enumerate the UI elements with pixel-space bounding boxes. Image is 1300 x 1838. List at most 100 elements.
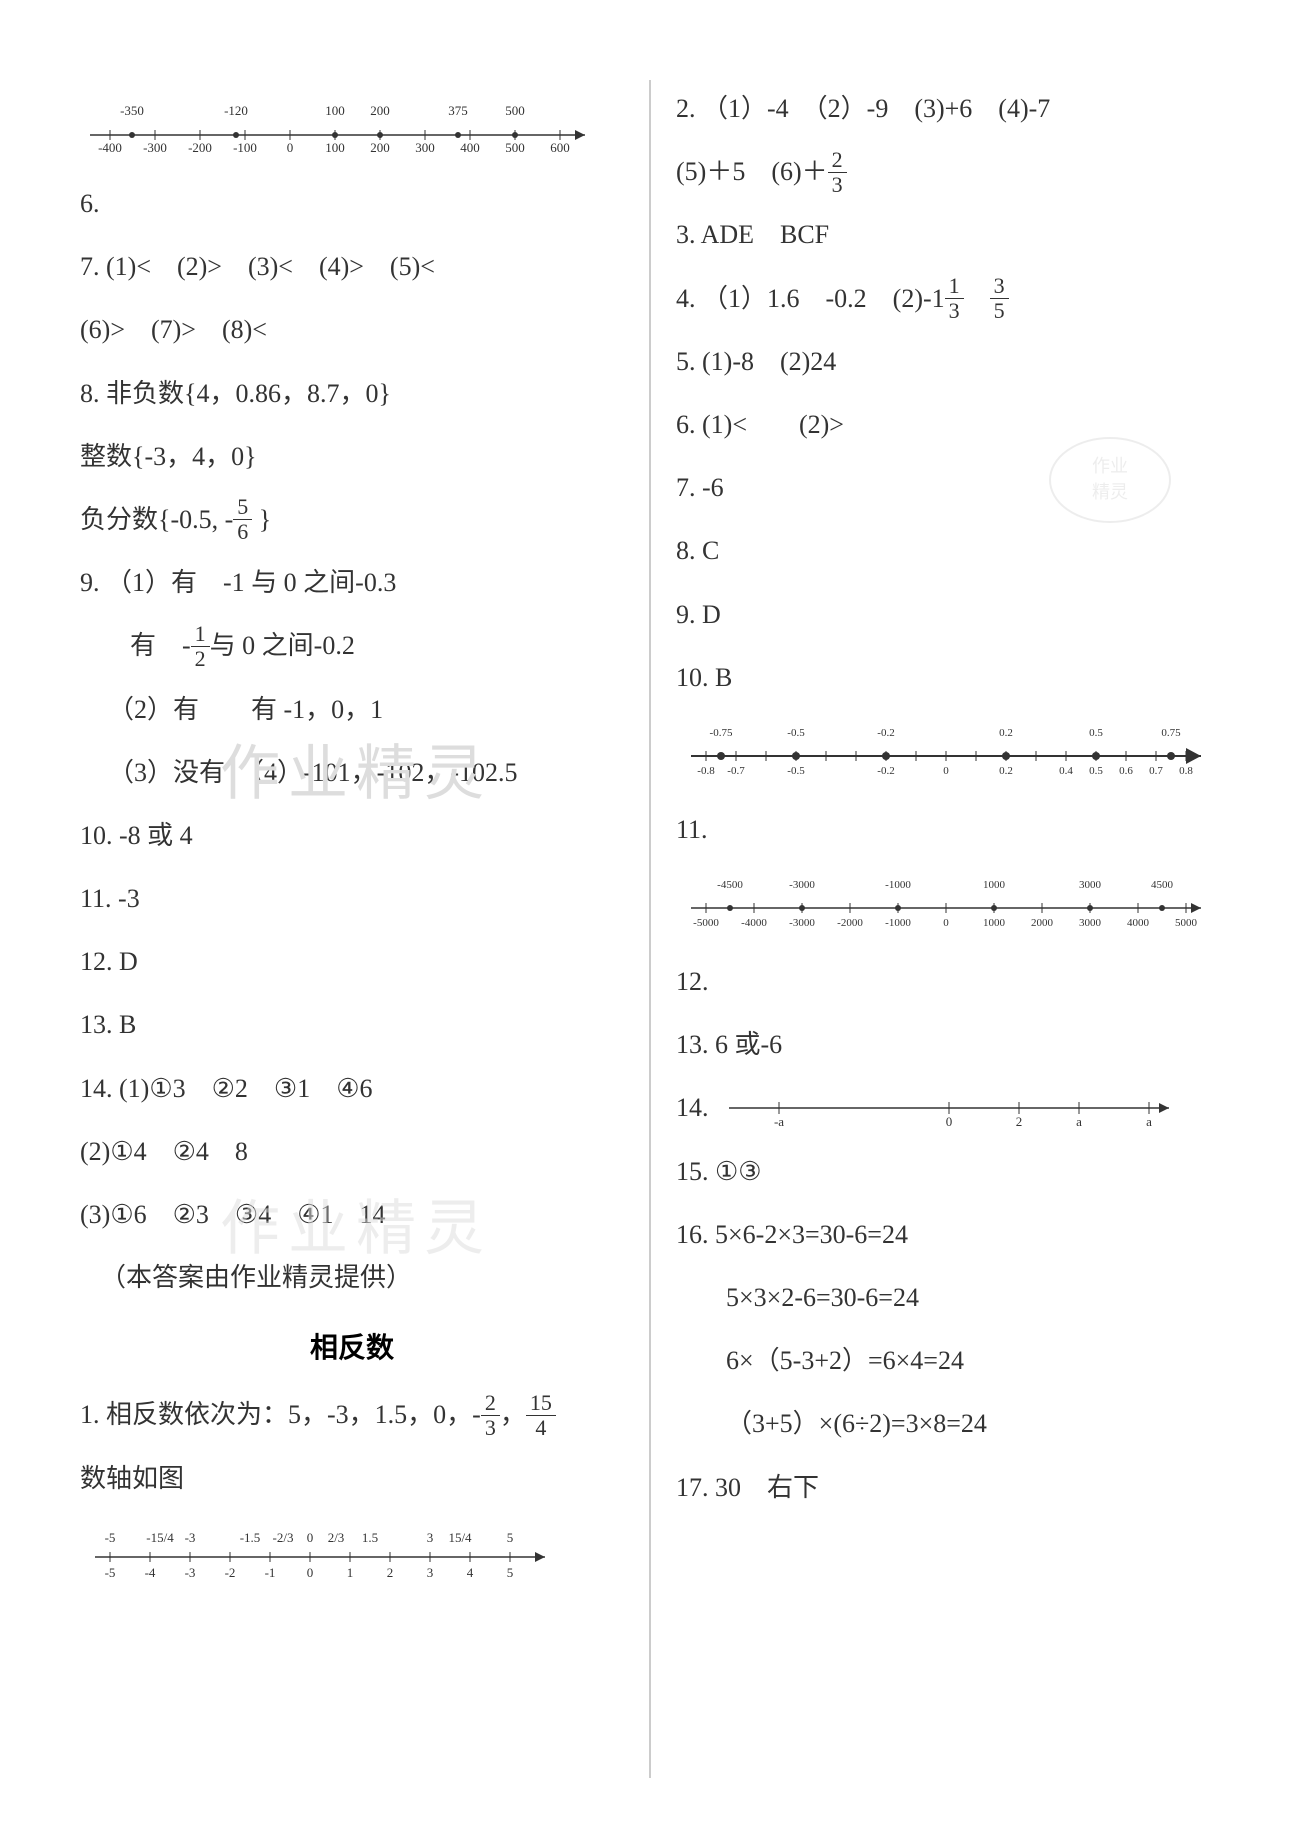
svg-text:-120: -120 [224,103,248,118]
r-q2b-frac: 23 [828,148,847,197]
q12: 12. D [80,933,624,990]
svg-text:0: 0 [307,1530,314,1545]
svg-text:-a: -a [773,1114,783,1128]
svg-text:0.5: 0.5 [1089,727,1103,739]
r-q16a: 16. 5×6-2×3=30-6=24 [676,1206,1220,1263]
svg-text:0.5: 0.5 [1089,765,1103,777]
svg-text:2: 2 [1015,1114,1022,1128]
svg-text:0: 0 [943,765,949,777]
svg-text:4000: 4000 [1127,917,1150,929]
svg-text:200: 200 [370,103,390,118]
r-q9: 9. D [676,586,1220,643]
svg-text:-3000: -3000 [789,917,815,929]
svg-text:-300: -300 [143,140,167,155]
svg-text:-1.5: -1.5 [240,1530,261,1545]
q6-numberline: -400 -300 -200 -100 0 100 200 300 400 50… [80,90,624,160]
r-q2b: (5)＋5 (6)＋23 [676,143,1220,200]
s1-mid: ， [500,1400,526,1429]
svg-text:3000: 3000 [1079,917,1102,929]
s1-pre: 1. 相反数依次为：5，-3，1.5，0，- [80,1400,481,1429]
svg-text:-0.5: -0.5 [787,727,805,739]
q10: 10. -8 或 4 [80,807,624,864]
r-q5: 5. (1)-8 (2)24 [676,333,1220,390]
svg-text:-4500: -4500 [717,879,743,891]
svg-text:100: 100 [325,140,345,155]
svg-text:-4000: -4000 [741,917,767,929]
q8c: 负分数{-0.5, -56 } [80,491,624,548]
q9-1: 9. （1）有 -1 与 0 之间-0.3 [80,554,624,611]
q9-2: （2）有 有 -1，0，1 [80,681,624,738]
svg-text:a: a [1146,1114,1152,1128]
q14-2: (2)①4 ②4 8 [80,1123,624,1180]
svg-text:0: 0 [943,917,949,929]
svg-text:500: 500 [505,140,525,155]
svg-text:-2: -2 [225,1565,236,1580]
r-q2b-pre: (5)＋5 (6)＋ [676,157,828,186]
q13: 13. B [80,996,624,1053]
svg-text:0.8: 0.8 [1179,765,1193,777]
q8c-post: } [252,505,271,534]
svg-text:200: 200 [370,140,390,155]
svg-text:-2000: -2000 [837,917,863,929]
svg-text:-2/3: -2/3 [273,1530,294,1545]
svg-text:2/3: 2/3 [328,1530,345,1545]
svg-text:-1: -1 [265,1565,276,1580]
svg-text:1.5: 1.5 [362,1530,378,1545]
q14-3: (3)①6 ②3 ③4 ④1 14 [80,1186,624,1243]
r-q4-mid [964,284,990,313]
right-column: 2. （1）-4 （2）-9 (3)+6 (4)-7 (5)＋5 (6)＋23 … [656,80,1240,1778]
svg-text:0.2: 0.2 [999,765,1013,777]
r-q4-f1: 13 [945,274,964,323]
svg-text:-1000: -1000 [885,917,911,929]
svg-text:1: 1 [347,1565,354,1580]
svg-text:0: 0 [287,140,294,155]
q9-3: （3）没有 （4）-101，-102，-102.5 [80,744,624,801]
q14-numberline: -a 0 2 a a [719,1088,1179,1128]
r-q4: 4. （1）1.6 -0.2 (2)-113 35 [676,270,1220,327]
r-q8: 8. C [676,522,1220,579]
svg-text:-0.2: -0.2 [877,765,894,777]
svg-text:-15/4: -15/4 [146,1530,174,1545]
q8c-pre: 负分数{-0.5, - [80,505,233,534]
svg-text:-1000: -1000 [885,879,911,891]
r-q16b: 5×3×2-6=30-6=24 [676,1269,1220,1326]
column-divider [649,80,651,1778]
q11-numberline: -0.8 -0.7 -0.5 -0.2 0 0.2 0.4 0.5 0.6 0.… [676,716,1220,786]
svg-text:作业: 作业 [1092,456,1128,476]
svg-text:-4: -4 [145,1565,156,1580]
svg-text:0.2: 0.2 [999,727,1013,739]
svg-text:100: 100 [325,103,345,118]
svg-text:-0.5: -0.5 [787,765,805,777]
s1-f2: 154 [526,1391,556,1440]
credit: （本答案由作业精灵提供） [80,1249,624,1306]
svg-text:0.4: 0.4 [1059,765,1073,777]
r-q4-pre: 4. （1）1.6 -0.2 (2)-1 [676,284,945,313]
s1-numberline: -5 -4 -3 -2 -1 0 1 2 3 4 5 -5-15/4-3 -1.… [80,1517,624,1587]
q8b: 整数{-3，4，0} [80,428,624,485]
svg-text:3: 3 [427,1530,434,1545]
svg-text:-3000: -3000 [789,879,815,891]
q8a: 8. 非负数{4，0.86，8.7，0} [80,365,624,422]
svg-text:1000: 1000 [983,879,1006,891]
svg-text:精灵: 精灵 [1092,482,1128,502]
r-q16c: 6×（5-3+2）=6×4=24 [676,1332,1220,1389]
svg-text:a: a [1076,1114,1082,1128]
r-q17: 17. 30 右下 [676,1459,1220,1516]
svg-text:300: 300 [415,140,435,155]
s1: 1. 相反数依次为：5，-3，1.5，0，-23，154 [80,1386,624,1443]
svg-text:-5: -5 [105,1565,116,1580]
svg-text:5000: 5000 [1175,917,1198,929]
page: -400 -300 -200 -100 0 100 200 300 400 50… [0,0,1300,1838]
svg-text:4: 4 [467,1565,474,1580]
svg-text:375: 375 [448,103,468,118]
svg-text:0.6: 0.6 [1119,765,1133,777]
q14-1: 14. (1)①3 ②2 ③1 ④6 [80,1060,624,1117]
svg-text:0.7: 0.7 [1149,765,1163,777]
svg-text:5: 5 [507,1530,514,1545]
r-q2a: 2. （1）-4 （2）-9 (3)+6 (4)-7 [676,80,1220,137]
svg-text:0.75: 0.75 [1161,727,1181,739]
s1-sub: 数轴如图 [80,1450,624,1507]
q7b: (6)> (7)> (8)< [80,301,624,358]
svg-text:-0.8: -0.8 [697,765,715,777]
svg-text:0: 0 [307,1565,314,1580]
